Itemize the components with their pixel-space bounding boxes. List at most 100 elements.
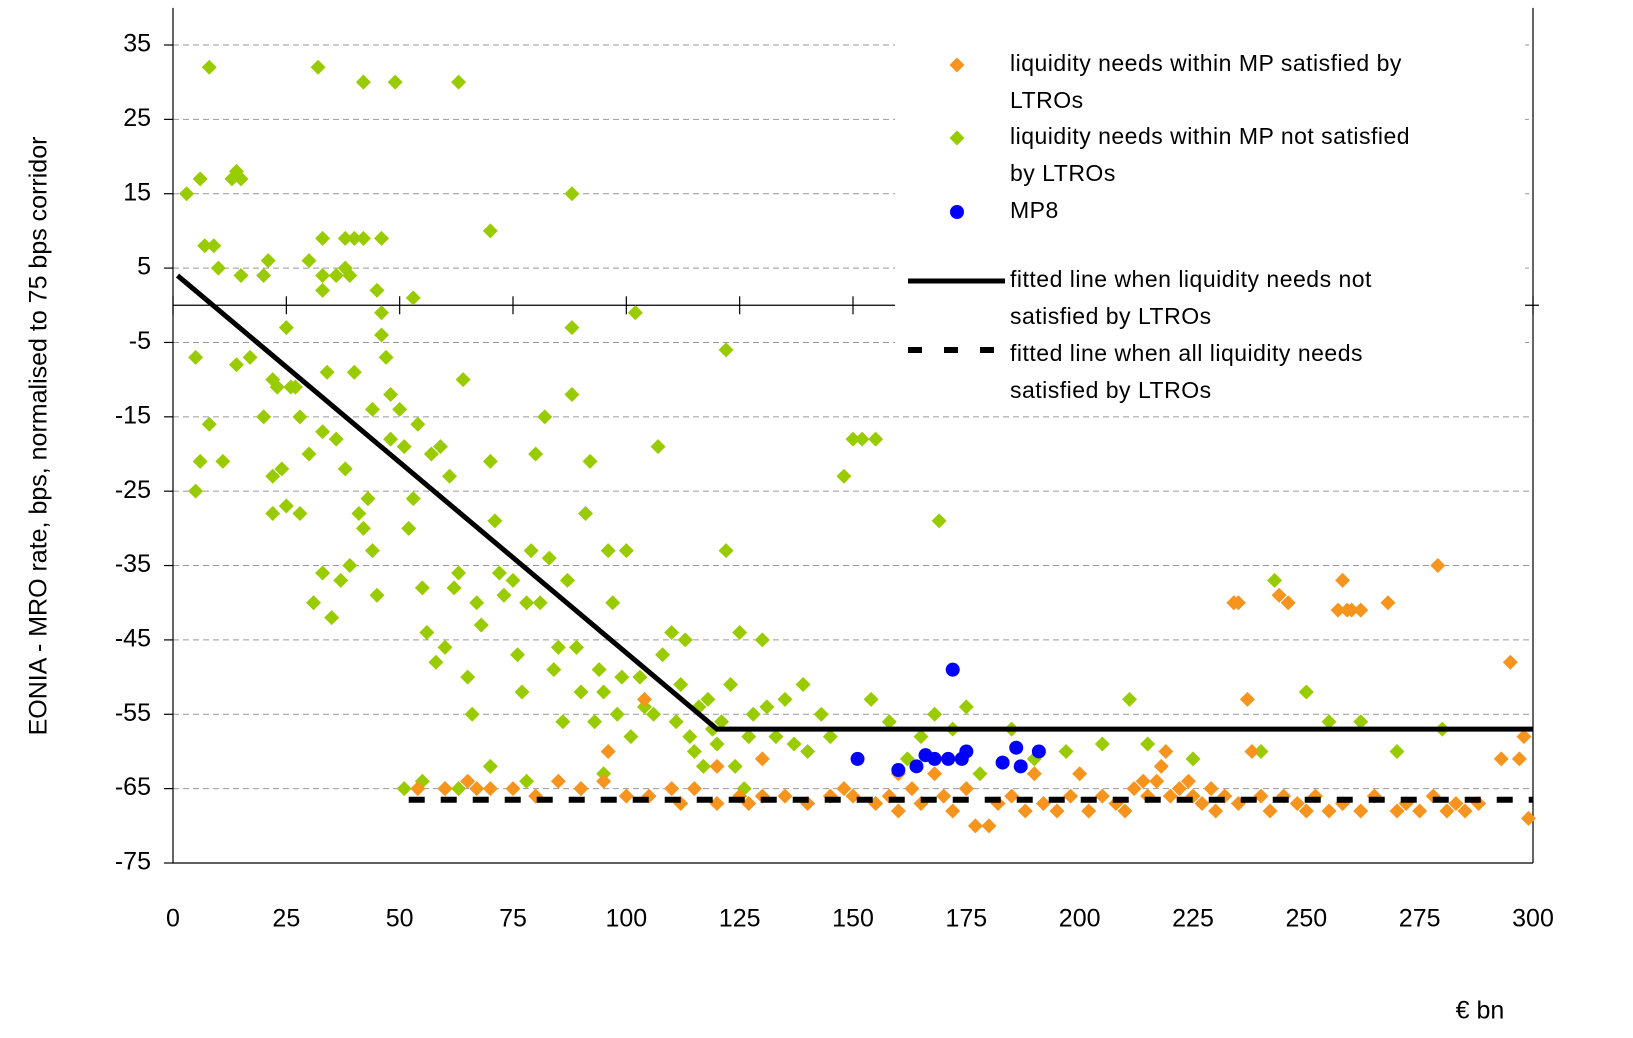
point xyxy=(342,268,358,284)
point xyxy=(482,758,498,774)
point xyxy=(732,624,748,640)
point xyxy=(941,751,956,766)
point xyxy=(451,565,467,581)
point xyxy=(664,781,680,797)
point xyxy=(850,751,865,766)
point xyxy=(863,691,879,707)
point xyxy=(310,59,326,75)
point xyxy=(1063,788,1079,804)
point xyxy=(469,595,485,611)
point xyxy=(845,431,861,447)
point xyxy=(333,572,349,588)
point xyxy=(1126,781,1142,797)
point xyxy=(1430,558,1446,574)
point xyxy=(959,744,974,759)
point xyxy=(564,186,580,202)
point xyxy=(1094,788,1110,804)
legend-label: liquidity needs within MP satisfied by LT… xyxy=(1010,50,1402,113)
point xyxy=(541,550,557,566)
point xyxy=(1353,714,1369,730)
point xyxy=(1280,595,1296,611)
point xyxy=(242,349,258,365)
legend-label: liquidity needs within MP not satisfied b… xyxy=(1010,123,1410,186)
point xyxy=(623,729,639,745)
point xyxy=(1230,595,1246,611)
y-tick-label: -35 xyxy=(115,550,151,578)
point xyxy=(1239,691,1255,707)
point xyxy=(795,677,811,693)
point xyxy=(550,639,566,655)
point xyxy=(650,439,666,455)
fitted-line xyxy=(175,273,1533,732)
point xyxy=(958,699,974,715)
point xyxy=(800,743,816,759)
point xyxy=(614,669,630,685)
point xyxy=(523,543,539,559)
point xyxy=(600,743,616,759)
point xyxy=(1298,684,1314,700)
point xyxy=(446,580,462,596)
point xyxy=(673,677,689,693)
point xyxy=(1135,773,1151,789)
point xyxy=(505,572,521,588)
point xyxy=(369,282,385,298)
point xyxy=(1072,766,1088,782)
point xyxy=(210,260,226,276)
point xyxy=(868,431,884,447)
point xyxy=(1153,758,1169,774)
legend-marker xyxy=(949,130,965,146)
point xyxy=(909,759,924,774)
point xyxy=(1493,751,1509,767)
point xyxy=(306,595,322,611)
point xyxy=(754,632,770,648)
legend-marker xyxy=(950,205,964,219)
point xyxy=(605,595,621,611)
point xyxy=(759,699,775,715)
point xyxy=(351,505,367,521)
point xyxy=(188,483,204,499)
point xyxy=(1017,803,1033,819)
point xyxy=(1158,743,1174,759)
point xyxy=(315,230,331,246)
point xyxy=(754,751,770,767)
point xyxy=(1289,796,1305,812)
point xyxy=(179,186,195,202)
point xyxy=(392,401,408,417)
point xyxy=(1267,572,1283,588)
point xyxy=(1511,751,1527,767)
point xyxy=(836,781,852,797)
point xyxy=(401,520,417,536)
legend-marker xyxy=(949,57,965,73)
point xyxy=(206,238,222,254)
point xyxy=(822,729,838,745)
point xyxy=(451,74,467,90)
point xyxy=(405,491,421,507)
point xyxy=(192,171,208,187)
point xyxy=(455,372,471,388)
point xyxy=(972,766,988,782)
point xyxy=(682,729,698,745)
point xyxy=(632,669,648,685)
point xyxy=(931,513,947,529)
x-tick-label: 0 xyxy=(166,905,180,933)
point xyxy=(301,446,317,462)
point xyxy=(600,543,616,559)
y-tick-label: 5 xyxy=(137,253,151,281)
y-tick-label: 35 xyxy=(123,30,151,58)
point xyxy=(1185,751,1201,767)
point xyxy=(1516,729,1532,745)
point xyxy=(278,498,294,514)
point xyxy=(927,766,943,782)
point xyxy=(1330,602,1346,618)
point xyxy=(587,714,603,730)
point xyxy=(1180,773,1196,789)
point xyxy=(428,654,444,670)
point xyxy=(564,387,580,403)
point xyxy=(410,416,426,432)
point xyxy=(1081,803,1097,819)
point xyxy=(405,290,421,306)
point xyxy=(233,171,249,187)
point xyxy=(274,461,290,477)
point xyxy=(464,706,480,722)
point xyxy=(355,520,371,536)
